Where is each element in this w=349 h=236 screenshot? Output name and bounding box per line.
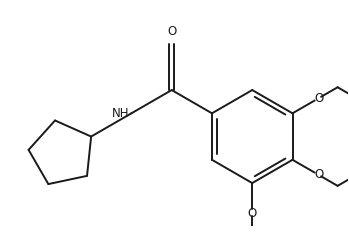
Text: O: O <box>314 169 323 181</box>
Text: O: O <box>314 92 323 105</box>
Text: O: O <box>167 25 176 38</box>
Text: NH: NH <box>112 107 129 120</box>
Text: O: O <box>247 207 257 220</box>
